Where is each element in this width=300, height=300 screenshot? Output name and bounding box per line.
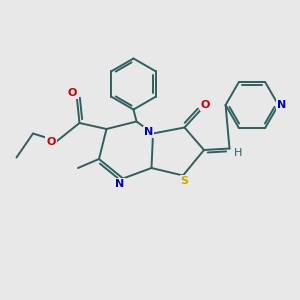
Text: N: N <box>116 179 124 189</box>
Text: S: S <box>181 176 188 186</box>
Text: N: N <box>144 127 153 137</box>
Text: H: H <box>234 148 242 158</box>
Text: N: N <box>277 100 286 110</box>
Text: O: O <box>67 88 77 98</box>
Text: O: O <box>201 100 210 110</box>
Text: O: O <box>46 137 56 147</box>
